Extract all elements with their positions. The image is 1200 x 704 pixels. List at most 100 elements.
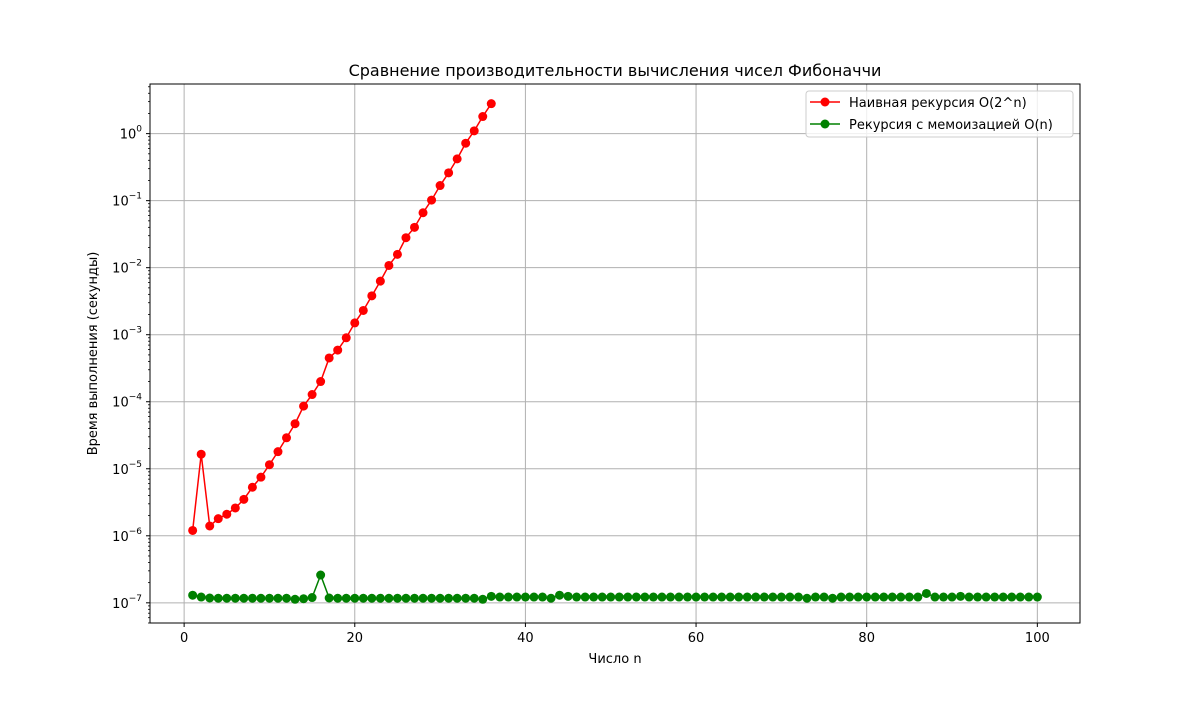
data-point: [563, 591, 573, 601]
data-point: [333, 345, 343, 355]
data-point: [879, 592, 889, 602]
y-tick-base: 10: [112, 597, 129, 612]
data-point: [273, 593, 283, 603]
x-tick-label: 100: [1025, 631, 1050, 646]
data-point: [572, 592, 582, 602]
data-point: [674, 592, 684, 602]
data-point: [589, 592, 599, 602]
data-point: [196, 592, 206, 602]
y-tick-label: 10−5: [112, 460, 142, 478]
x-axis-label: Число n: [588, 652, 641, 667]
data-point: [836, 592, 846, 602]
data-point: [793, 592, 803, 602]
data-point: [392, 249, 402, 259]
legend-label-memo: Рекурсия с мемоизацией O(n): [849, 118, 1053, 133]
data-point: [213, 514, 223, 524]
data-point: [358, 305, 368, 315]
legend: Наивная рекурсия O(2^n) Рекурсия с мемои…: [805, 90, 1074, 138]
data-point: [606, 592, 616, 602]
data-point: [734, 592, 744, 602]
legend-entry-memo: Рекурсия с мемоизацией O(n): [810, 118, 1053, 133]
data-point: [384, 260, 394, 270]
data-point: [230, 593, 240, 603]
data-point: [273, 447, 283, 457]
data-point: [222, 593, 232, 603]
data-point: [239, 593, 249, 603]
data-point: [665, 592, 675, 602]
data-point: [478, 594, 488, 604]
data-point: [282, 433, 292, 443]
data-point: [973, 592, 983, 602]
y-tick-label: 10−2: [112, 259, 142, 277]
y-axis-label: Время выполнения (секунды): [86, 252, 101, 456]
data-point: [648, 592, 658, 602]
data-point: [435, 181, 445, 191]
data-point: [247, 593, 257, 603]
data-point: [614, 592, 624, 602]
data-point: [759, 592, 769, 602]
data-point: [640, 592, 650, 602]
legend-marker-naive: [820, 97, 830, 107]
data-point: [597, 592, 607, 602]
data-point: [316, 570, 326, 580]
data-point: [358, 593, 368, 603]
data-point: [299, 594, 309, 604]
data-point: [785, 592, 795, 602]
data-point: [307, 593, 317, 603]
data-point: [751, 592, 761, 602]
data-point: [392, 593, 402, 603]
x-tick-label: 0: [180, 631, 188, 646]
data-point: [435, 593, 445, 603]
data-point: [503, 592, 513, 602]
data-point: [282, 593, 292, 603]
data-point: [205, 593, 215, 603]
chart-title: Сравнение производительности вычисления …: [349, 61, 882, 80]
data-point: [410, 222, 419, 232]
data-point: [896, 592, 906, 602]
data-point: [418, 593, 428, 603]
y-tick-label: 10−7: [112, 594, 142, 612]
data-point: [384, 593, 394, 603]
data-point: [486, 99, 496, 109]
data-point: [938, 592, 948, 602]
data-point: [930, 592, 940, 602]
y-tick-base: 10: [112, 329, 129, 344]
y-tick-label: 10−6: [112, 527, 142, 545]
data-point: [188, 590, 198, 600]
data-point: [964, 592, 974, 602]
data-point: [887, 592, 897, 602]
data-point: [324, 353, 334, 363]
data-point: [717, 592, 727, 602]
data-point: [956, 591, 966, 601]
y-tick-exponent: −4: [129, 393, 143, 403]
legend-entry-naive: Наивная рекурсия O(2^n): [810, 96, 1027, 111]
data-point: [921, 588, 931, 598]
data-point: [512, 592, 522, 602]
data-point: [862, 592, 872, 602]
data-point: [367, 291, 377, 301]
data-point: [811, 592, 820, 602]
data-point: [691, 592, 701, 602]
data-point: [529, 592, 539, 602]
legend-label-naive: Наивная рекурсия O(2^n): [849, 96, 1027, 111]
y-tick-base: 10: [112, 262, 129, 277]
data-point: [486, 591, 496, 601]
data-point: [1007, 592, 1017, 602]
data-point: [495, 592, 505, 602]
data-point: [350, 318, 360, 328]
x-tick-label: 40: [517, 631, 534, 646]
data-point: [247, 482, 257, 492]
data-point: [1015, 592, 1025, 602]
legend-marker-memo: [820, 119, 830, 129]
y-tick-base: 10: [112, 195, 129, 210]
x-tick-label: 20: [346, 631, 363, 646]
data-point: [205, 521, 215, 531]
data-point: [264, 460, 274, 470]
data-point: [452, 593, 462, 603]
legend-box: [805, 90, 1074, 138]
x-tick-label: 60: [688, 631, 705, 646]
data-point: [230, 503, 240, 513]
data-point: [623, 592, 633, 602]
data-point: [350, 593, 360, 603]
